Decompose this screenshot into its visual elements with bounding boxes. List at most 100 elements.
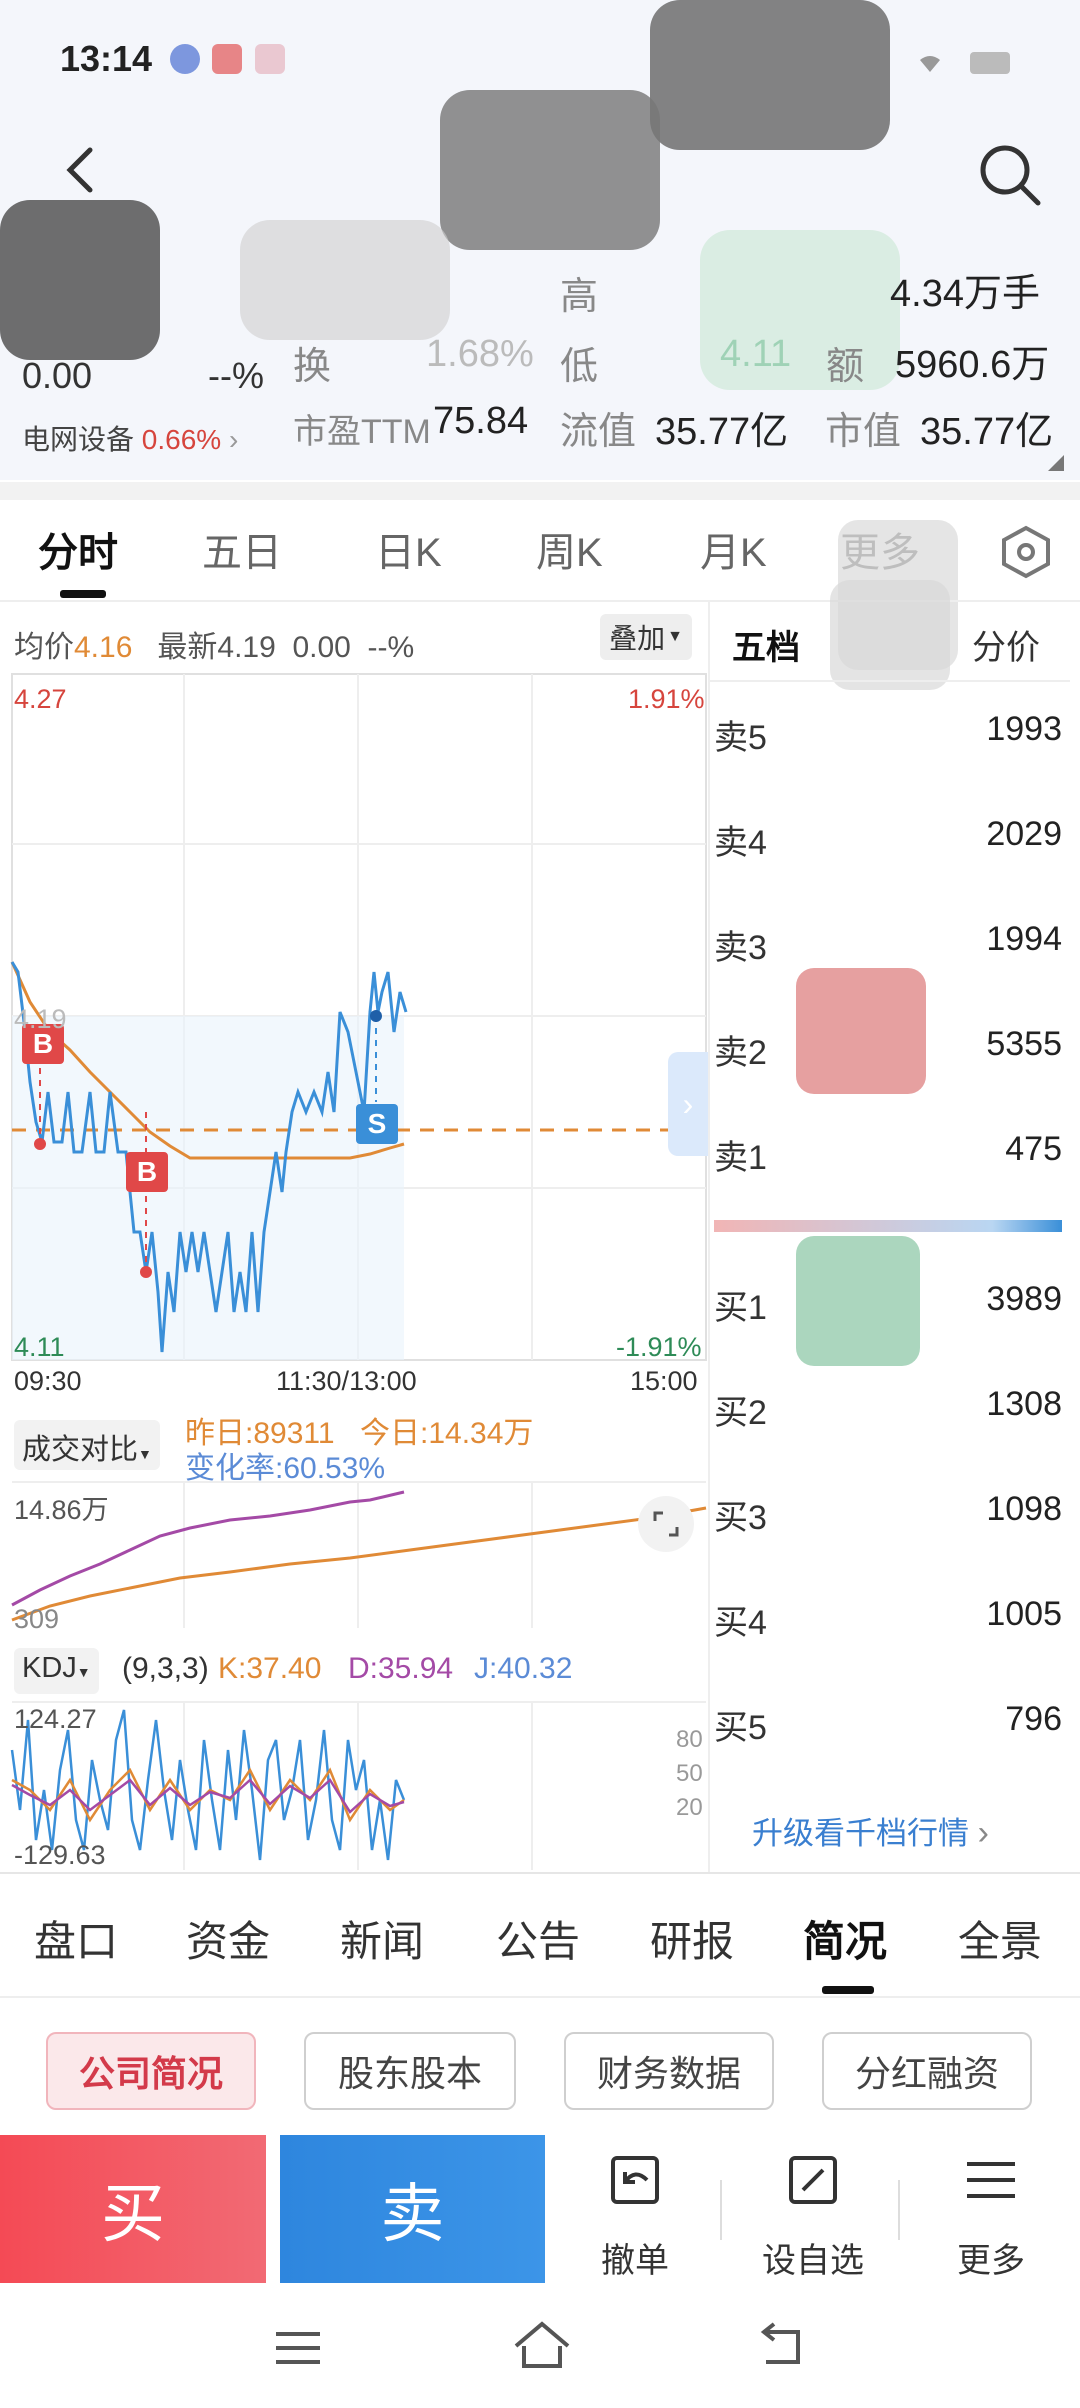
caret-down-icon: ▼ <box>138 1446 152 1462</box>
chip-company-profile[interactable]: 公司简况 <box>46 2032 256 2110</box>
more-button[interactable]: 更多 <box>916 2150 1066 2282</box>
turnover-value: 1.68% <box>426 333 534 375</box>
bottom-tab-funds[interactable]: 资金 <box>186 1918 271 1965</box>
expand-orderbook-handle[interactable]: › <box>668 1052 708 1156</box>
overlay-label: 叠加 <box>609 623 666 654</box>
sell-level-label: 卖1 <box>714 1139 767 1177</box>
buy-volume: 1098 <box>986 1490 1062 1528</box>
volume-compare-dropdown[interactable]: 成交对比▼ <box>14 1420 160 1470</box>
sell-volume: 5355 <box>986 1025 1062 1063</box>
orderbook-buy-row[interactable]: 买3 1098 <box>714 1480 1062 1540</box>
orderbook-buy-row[interactable]: 买2 1308 <box>714 1375 1062 1435</box>
buy-volume: 3989 <box>986 1280 1062 1318</box>
nav-back-button[interactable] <box>752 2318 812 2379</box>
kdj-label: KDJ <box>22 1652 77 1684</box>
float-cap-label: 流值 <box>560 411 637 453</box>
tab-monthly-k[interactable]: 月K <box>700 531 767 575</box>
orderbook-buy-row[interactable]: 买1 3989 <box>714 1270 1062 1330</box>
buy-level-label: 买1 <box>714 1289 767 1327</box>
redacted-region <box>440 90 660 250</box>
tab-intraday[interactable]: 分时 <box>38 531 118 575</box>
chip-financial-data[interactable]: 财务数据 <box>564 2032 774 2110</box>
search-icon <box>980 145 1041 206</box>
divider <box>0 1872 1080 1874</box>
x-mid-label: 11:30/13:00 <box>276 1366 417 1396</box>
orderbook-title[interactable]: 五档 <box>732 629 800 667</box>
chart-settings-button[interactable] <box>998 524 1054 580</box>
avg-value: 4.16 <box>74 631 133 664</box>
back-arrow-icon <box>760 2322 800 2364</box>
chip-shareholders[interactable]: 股东股本 <box>304 2032 516 2110</box>
divider <box>0 1996 1080 1998</box>
system-nav-bar <box>0 2290 1080 2408</box>
y-min-pct-label: -1.91% <box>616 1332 702 1362</box>
back-button[interactable] <box>50 140 110 200</box>
fullscreen-button[interactable] <box>638 1496 694 1552</box>
bottom-tab-announcements[interactable]: 公告 <box>496 1918 581 1965</box>
volume-y-max: 14.86万 <box>14 1495 109 1525</box>
orderbook-sell-row[interactable]: 卖3 1994 <box>714 910 1062 970</box>
bottom-tab-news[interactable]: 新闻 <box>340 1918 425 1965</box>
divider <box>0 600 1080 602</box>
y-max-label: 4.27 <box>14 684 67 714</box>
today-volume-line <box>11 1490 405 1607</box>
orderbook-sell-row[interactable]: 卖5 1993 <box>714 700 1062 760</box>
change-value: 0.00 <box>22 355 93 396</box>
orderbook-sell-row[interactable]: 卖1 475 <box>714 1120 1062 1180</box>
sell-button[interactable]: 卖 <box>280 2135 545 2283</box>
bottom-tab-orderbook[interactable]: 盘口 <box>34 1918 119 1965</box>
buy-marker[interactable]: B <box>126 1152 168 1192</box>
orderbook-buy-row[interactable]: 买4 1005 <box>714 1585 1062 1645</box>
expand-corner-icon[interactable] <box>1048 455 1064 471</box>
orderbook-tick-tab[interactable]: 分价 <box>972 629 1040 667</box>
tab-five-day[interactable]: 五日 <box>202 531 282 575</box>
market-cap-value: 35.77亿 <box>920 411 1054 453</box>
search-button[interactable] <box>975 140 1045 210</box>
low-value: 4.11 <box>720 333 792 375</box>
redacted-region <box>0 200 160 360</box>
float-cap-value: 35.77亿 <box>655 411 789 453</box>
menu-icon <box>276 2332 320 2364</box>
bottom-tab-profile[interactable]: 简况 <box>803 1918 888 1965</box>
sector-tag[interactable]: 电网设备 0.66% › <box>22 418 238 458</box>
add-watchlist-button[interactable]: 设自选 <box>738 2150 888 2282</box>
intraday-chart[interactable] <box>10 672 708 1362</box>
sell-level-label: 卖4 <box>714 824 767 862</box>
system-status-icons <box>870 46 1020 78</box>
orderbook-sell-row[interactable]: 卖2 5355 <box>714 1015 1062 1075</box>
kdj-level-50: 50 <box>676 1760 703 1787</box>
sell-marker[interactable]: S <box>356 1104 398 1144</box>
volume-y-min: 309 <box>14 1604 60 1634</box>
kdj-level-20: 20 <box>676 1794 703 1821</box>
edit-square-icon <box>789 2156 837 2204</box>
chip-dividends[interactable]: 分红融资 <box>822 2032 1032 2110</box>
kdj-level-80: 80 <box>676 1726 703 1753</box>
volume-compare-chart[interactable] <box>10 1480 708 1630</box>
nav-home-button[interactable] <box>510 2316 574 2381</box>
nav-menu-button[interactable] <box>270 2320 326 2381</box>
volume-compare-label: 成交对比 <box>22 1434 139 1466</box>
tab-daily-k[interactable]: 日K <box>375 531 442 575</box>
upgrade-link[interactable]: 升级看千档行情 › <box>752 1808 989 1853</box>
orderbook-sell-row[interactable]: 卖4 2029 <box>714 805 1062 865</box>
cancel-order-button[interactable]: 撤单 <box>560 2150 710 2282</box>
bottom-tab-panorama[interactable]: 全景 <box>958 1918 1043 1965</box>
kdj-chart[interactable] <box>10 1700 708 1872</box>
volume-value: 4.34万手 <box>890 273 1040 315</box>
x-end-label: 15:00 <box>630 1366 698 1396</box>
sell-level-label: 卖2 <box>714 1034 767 1072</box>
redacted-region <box>240 220 450 340</box>
tab-weekly-k[interactable]: 周K <box>536 531 603 575</box>
sell-volume: 1993 <box>986 710 1062 748</box>
kdj-j-line <box>10 1709 406 1861</box>
overlay-dropdown[interactable]: 叠加 ▼ <box>600 614 692 660</box>
orderbook-buy-row[interactable]: 买5 796 <box>714 1690 1062 1750</box>
status-icons <box>170 44 340 78</box>
kdj-dropdown[interactable]: KDJ▼ <box>14 1648 99 1694</box>
tab-active-indicator <box>60 590 106 598</box>
hexagon-settings-icon <box>1002 525 1050 579</box>
buy-marker[interactable]: B <box>22 1024 64 1064</box>
bottom-tab-research[interactable]: 研报 <box>650 1918 735 1965</box>
redacted-region <box>796 1236 920 1366</box>
buy-button[interactable]: 买 <box>0 2135 266 2283</box>
